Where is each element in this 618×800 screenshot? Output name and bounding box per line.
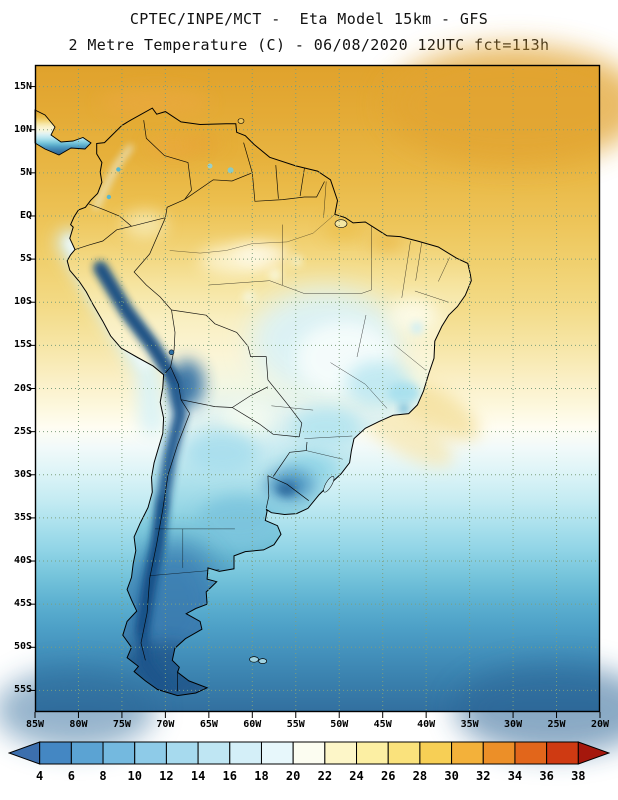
- colorbar-value-label: 16: [222, 769, 238, 783]
- south-america-temperature-map: [0, 45, 618, 755]
- colorbar-value-label: 32: [476, 769, 491, 783]
- colorbar-value-label: 36: [539, 769, 554, 783]
- lon-tick-label: 55W: [286, 719, 305, 730]
- colorbar-value-label: 14: [190, 769, 206, 783]
- colorbar-value-label: 20: [285, 769, 301, 783]
- map-area: [0, 45, 618, 755]
- lat-tick-label: 10S: [13, 296, 32, 308]
- colorbar-segment: [324, 741, 358, 765]
- lon-tick-label: 70W: [156, 719, 175, 730]
- lon-tick-label: 45W: [373, 719, 392, 730]
- lat-tick-label: 30S: [13, 468, 32, 480]
- lon-tick-label: 85W: [25, 719, 45, 730]
- lat-tick-label: 10N: [13, 123, 32, 135]
- islands-and-lakes: [168, 118, 348, 664]
- lat-tick-label: 45S: [13, 598, 32, 610]
- colorbar-segment: [260, 741, 294, 765]
- colorbar: [7, 741, 611, 765]
- colorbar-value-label: 6: [67, 769, 75, 783]
- colorbar-segment: [292, 741, 326, 765]
- grid-lines: [29, 65, 601, 718]
- lat-tick-label: 50S: [13, 641, 32, 653]
- lat-tick-label: 35S: [13, 511, 32, 523]
- lat-tick-label: 5N: [19, 166, 32, 178]
- lat-tick-label: EQ: [19, 209, 32, 221]
- colorbar-value-label: 8: [99, 769, 107, 783]
- colorbar-segment: [7, 741, 41, 765]
- map-border-frame: [34, 64, 601, 713]
- colorbar-segment: [419, 741, 453, 765]
- colorbar-value-label: 10: [127, 769, 142, 783]
- falkland-west-island: [249, 656, 259, 663]
- colorbar-segment: [102, 741, 136, 765]
- lon-tick-label: 25W: [547, 719, 566, 730]
- colorbar-segment: [451, 741, 484, 765]
- colorbar-segment: [70, 741, 104, 765]
- falkland-east-island: [258, 658, 268, 664]
- lon-tick-label: 60W: [243, 719, 262, 730]
- lon-tick-label: 20W: [590, 719, 610, 730]
- amazon-river: [169, 214, 336, 254]
- colorbar-value-label: 12: [159, 769, 174, 783]
- colorbar-segment: [39, 741, 72, 765]
- colombian-andes-streak: [93, 145, 133, 210]
- lat-tick-label: 25S: [13, 425, 32, 437]
- central-america-landmass: [34, 109, 92, 156]
- title-field: 2 Metre Temperature (C) - 06/08/2020 12U…: [68, 36, 550, 54]
- colorbar-value-label: 22: [317, 769, 333, 783]
- colorbar-value-label: 34: [507, 769, 523, 783]
- colorbar-segment: [165, 741, 199, 765]
- lake-titicaca: [168, 349, 175, 356]
- colorbar-segment: [546, 741, 579, 765]
- lat-tick-label: 55S: [13, 684, 32, 696]
- colorbar-value-label: 26: [380, 769, 396, 783]
- colorbar-value-label: 30: [444, 769, 459, 783]
- country-borders: [74, 120, 325, 692]
- plot-titles: CPTEC/INPE/MCT - Eta Model 15km - GFS 2 …: [0, 6, 618, 58]
- lon-tick-label: 35W: [460, 719, 479, 730]
- colorbar-value-label: 28: [412, 769, 428, 783]
- colorbar-scale: [7, 741, 611, 765]
- colorbar-labels: 4 6 8 10 12 14 16 18 20 22 24 26 28 30 32 34 36 38: [8, 769, 610, 785]
- lon-tick-label: 65W: [199, 719, 218, 730]
- lon-tick-label: 75W: [112, 719, 131, 730]
- colorbar-value-label: 18: [254, 769, 269, 783]
- lat-tick-label: 15S: [13, 339, 32, 351]
- lat-tick-label: 40S: [13, 555, 32, 567]
- lat-tick-label: 20S: [13, 382, 32, 394]
- colorbar-segment: [134, 741, 167, 765]
- colorbar-segment: [514, 741, 548, 765]
- colorbar-segment: [482, 741, 516, 765]
- lat-tick-label: 5S: [19, 253, 32, 265]
- colorbar-value-label: 4: [36, 769, 44, 783]
- colorbar-value-label: 24: [349, 769, 364, 783]
- colorbar-segment: [387, 741, 421, 765]
- lon-tick-label: 50W: [330, 719, 349, 730]
- colorbar-segment: [229, 741, 262, 765]
- colorbar-segment: [197, 741, 231, 765]
- state-borders: [149, 181, 450, 576]
- colorbar-segment: [577, 741, 611, 765]
- lat-tick-label: 15N: [13, 80, 32, 92]
- colorbar-value-label: 38: [571, 769, 586, 783]
- title-model: CPTEC/INPE/MCT - Eta Model 15km - GFS: [129, 10, 489, 28]
- colorbar-segment: [356, 741, 389, 765]
- lon-tick-label: 40W: [417, 719, 436, 730]
- lon-tick-label: 30W: [504, 719, 523, 730]
- lon-tick-label: 80W: [69, 719, 88, 730]
